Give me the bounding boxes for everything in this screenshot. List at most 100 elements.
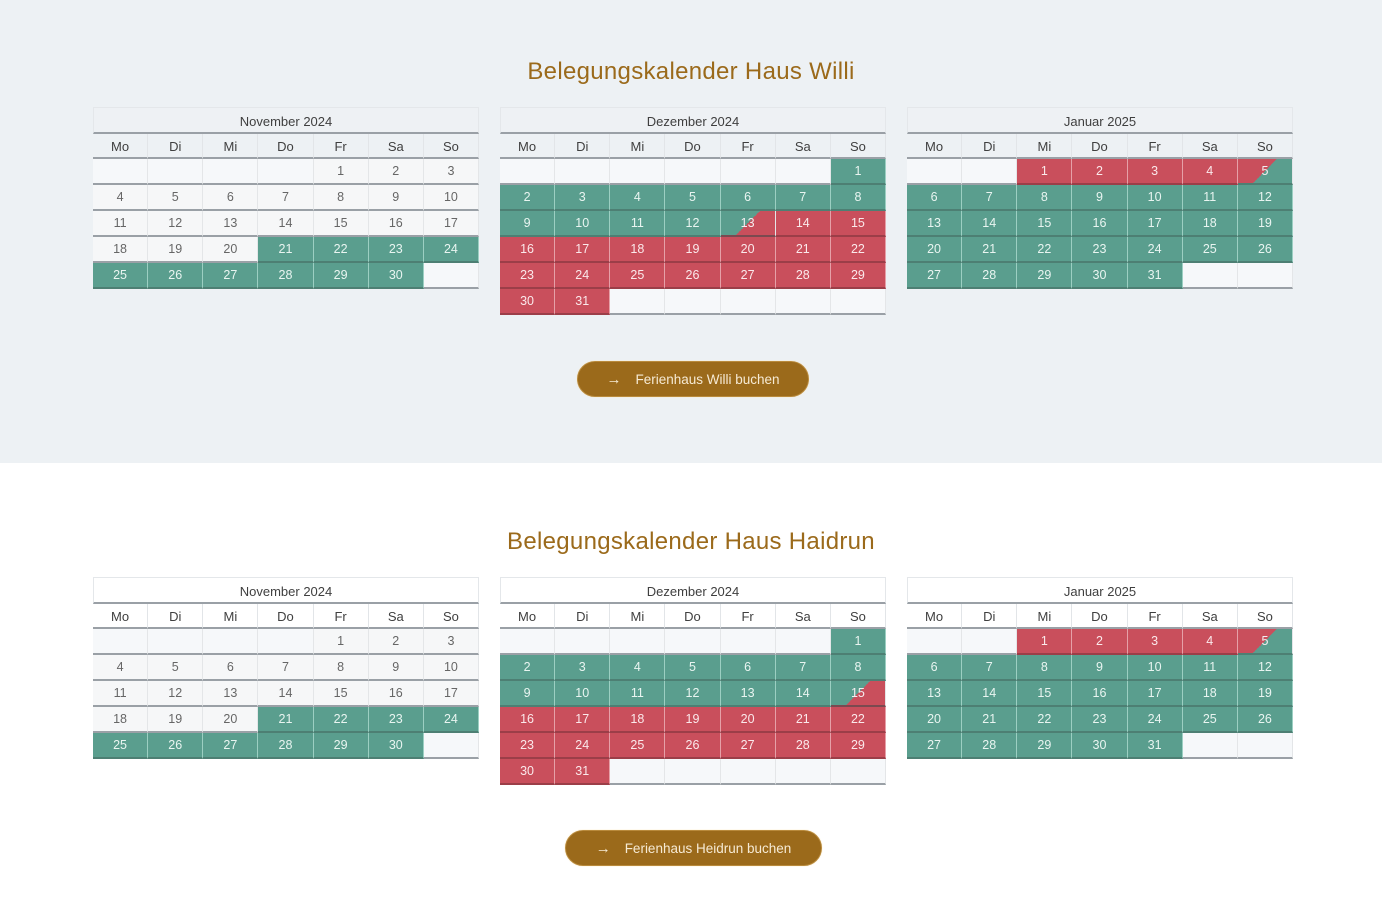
day-cell[interactable]: 21 bbox=[775, 707, 831, 733]
day-cell[interactable]: 23 bbox=[500, 263, 556, 289]
day-cell[interactable]: 3 bbox=[555, 655, 611, 681]
day-cell[interactable]: 26 bbox=[148, 733, 204, 759]
day-cell[interactable]: 20 bbox=[203, 707, 259, 733]
day-cell[interactable]: 18 bbox=[93, 707, 149, 733]
day-cell[interactable]: 3 bbox=[1127, 159, 1183, 185]
day-cell[interactable]: 20 bbox=[203, 237, 259, 263]
day-cell[interactable]: 23 bbox=[500, 733, 556, 759]
day-cell[interactable]: 31 bbox=[1127, 263, 1183, 289]
day-cell[interactable]: 28 bbox=[258, 733, 314, 759]
day-cell[interactable]: 29 bbox=[1017, 733, 1073, 759]
day-cell[interactable]: 6 bbox=[720, 185, 776, 211]
day-cell[interactable]: 9 bbox=[368, 655, 424, 681]
day-cell[interactable]: 5 bbox=[148, 655, 204, 681]
day-cell[interactable]: 24 bbox=[423, 707, 479, 733]
day-cell[interactable]: 11 bbox=[610, 211, 666, 237]
day-cell[interactable]: 2 bbox=[500, 185, 556, 211]
day-cell[interactable]: 12 bbox=[148, 681, 204, 707]
day-cell[interactable]: 22 bbox=[1017, 707, 1073, 733]
day-cell[interactable]: 3 bbox=[555, 185, 611, 211]
day-cell[interactable]: 26 bbox=[665, 733, 721, 759]
day-cell[interactable]: 22 bbox=[313, 237, 369, 263]
day-cell[interactable]: 7 bbox=[962, 655, 1018, 681]
day-cell[interactable]: 7 bbox=[962, 185, 1018, 211]
day-cell[interactable]: 19 bbox=[665, 237, 721, 263]
day-cell[interactable]: 25 bbox=[1182, 707, 1238, 733]
day-cell[interactable]: 17 bbox=[423, 211, 479, 237]
day-cell[interactable]: 22 bbox=[830, 237, 886, 263]
day-cell[interactable]: 10 bbox=[1127, 185, 1183, 211]
day-cell[interactable]: 31 bbox=[555, 289, 611, 315]
day-cell[interactable]: 20 bbox=[907, 707, 963, 733]
day-cell[interactable]: 15 bbox=[313, 211, 369, 237]
day-cell[interactable]: 22 bbox=[313, 707, 369, 733]
day-cell[interactable]: 21 bbox=[258, 707, 314, 733]
day-cell[interactable]: 20 bbox=[720, 237, 776, 263]
day-cell[interactable]: 24 bbox=[555, 733, 611, 759]
day-cell[interactable]: 28 bbox=[962, 263, 1018, 289]
day-cell[interactable]: 27 bbox=[203, 733, 259, 759]
day-cell[interactable]: 2 bbox=[1072, 629, 1128, 655]
day-cell[interactable]: 31 bbox=[555, 759, 611, 785]
day-cell[interactable]: 4 bbox=[1182, 159, 1238, 185]
day-cell[interactable]: 6 bbox=[203, 655, 259, 681]
day-cell[interactable]: 24 bbox=[555, 263, 611, 289]
day-cell[interactable]: 29 bbox=[830, 263, 886, 289]
day-cell[interactable]: 7 bbox=[258, 655, 314, 681]
day-cell[interactable]: 23 bbox=[1072, 237, 1128, 263]
day-cell[interactable]: 24 bbox=[423, 237, 479, 263]
day-cell[interactable]: 13 bbox=[203, 211, 259, 237]
day-cell[interactable]: 2 bbox=[368, 629, 424, 655]
day-cell[interactable]: 9 bbox=[368, 185, 424, 211]
day-cell[interactable]: 11 bbox=[93, 211, 149, 237]
day-cell[interactable]: 10 bbox=[423, 185, 479, 211]
day-cell[interactable]: 21 bbox=[258, 237, 314, 263]
day-cell[interactable]: 25 bbox=[1182, 237, 1238, 263]
day-cell[interactable]: 18 bbox=[1182, 211, 1238, 237]
day-cell[interactable]: 30 bbox=[368, 263, 424, 289]
day-cell[interactable]: 19 bbox=[665, 707, 721, 733]
day-cell[interactable]: 26 bbox=[665, 263, 721, 289]
day-cell[interactable]: 11 bbox=[1182, 185, 1238, 211]
day-cell[interactable]: 12 bbox=[1237, 655, 1293, 681]
day-cell[interactable]: 8 bbox=[830, 655, 886, 681]
day-cell[interactable]: 25 bbox=[93, 263, 149, 289]
day-cell[interactable]: 5 bbox=[148, 185, 204, 211]
day-cell[interactable]: 29 bbox=[830, 733, 886, 759]
day-cell[interactable]: 8 bbox=[1017, 655, 1073, 681]
day-cell[interactable]: 29 bbox=[1017, 263, 1073, 289]
day-cell[interactable]: 14 bbox=[258, 681, 314, 707]
day-cell[interactable]: 26 bbox=[1237, 237, 1293, 263]
day-cell[interactable]: 10 bbox=[1127, 655, 1183, 681]
day-cell[interactable]: 14 bbox=[775, 211, 831, 237]
day-cell[interactable]: 23 bbox=[1072, 707, 1128, 733]
day-cell[interactable]: 5 bbox=[1237, 629, 1293, 655]
day-cell[interactable]: 24 bbox=[1127, 707, 1183, 733]
day-cell[interactable]: 19 bbox=[148, 707, 204, 733]
day-cell[interactable]: 22 bbox=[1017, 237, 1073, 263]
day-cell[interactable]: 4 bbox=[93, 185, 149, 211]
day-cell[interactable]: 28 bbox=[775, 733, 831, 759]
day-cell[interactable]: 9 bbox=[1072, 655, 1128, 681]
day-cell[interactable]: 20 bbox=[907, 237, 963, 263]
day-cell[interactable]: 8 bbox=[830, 185, 886, 211]
day-cell[interactable]: 9 bbox=[500, 211, 556, 237]
day-cell[interactable]: 13 bbox=[720, 681, 776, 707]
day-cell[interactable]: 6 bbox=[720, 655, 776, 681]
day-cell[interactable]: 16 bbox=[368, 681, 424, 707]
day-cell[interactable]: 20 bbox=[720, 707, 776, 733]
day-cell[interactable]: 6 bbox=[907, 655, 963, 681]
day-cell[interactable]: 3 bbox=[423, 159, 479, 185]
day-cell[interactable]: 28 bbox=[258, 263, 314, 289]
day-cell[interactable]: 14 bbox=[962, 211, 1018, 237]
day-cell[interactable]: 15 bbox=[1017, 211, 1073, 237]
day-cell[interactable]: 1 bbox=[1017, 629, 1073, 655]
day-cell[interactable]: 30 bbox=[500, 759, 556, 785]
day-cell[interactable]: 17 bbox=[1127, 211, 1183, 237]
day-cell[interactable]: 13 bbox=[720, 211, 776, 237]
day-cell[interactable]: 25 bbox=[93, 733, 149, 759]
day-cell[interactable]: 19 bbox=[148, 237, 204, 263]
day-cell[interactable]: 26 bbox=[1237, 707, 1293, 733]
day-cell[interactable]: 30 bbox=[1072, 263, 1128, 289]
day-cell[interactable]: 24 bbox=[1127, 237, 1183, 263]
